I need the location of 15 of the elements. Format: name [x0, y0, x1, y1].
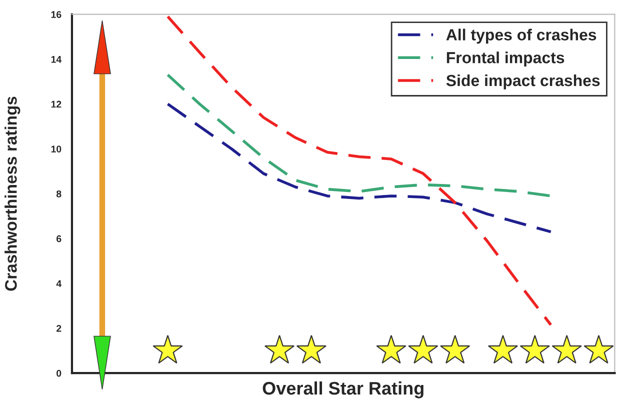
legend-label: Frontal impacts	[446, 52, 564, 66]
legend-label: Side impact crashes	[446, 74, 600, 90]
line-series	[166, 102, 552, 234]
y-tick-label: 6	[56, 235, 62, 242]
y-tick-label: 12	[51, 100, 62, 108]
y-tick-label: 2	[56, 324, 62, 332]
y-tick-label: 14	[51, 56, 62, 63]
x-axis-title: Overall Star Rating	[262, 381, 424, 398]
y-tick-label: 16	[51, 11, 62, 18]
y-tick-label: 4	[56, 280, 62, 287]
y-tick-label: 10	[51, 146, 62, 152]
y-tick-label: 8	[56, 190, 62, 198]
legend-label: All types of crashes	[446, 28, 596, 44]
y-axis-title: Crashworthiness ratings	[4, 96, 20, 291]
y-tick-label: 0	[56, 370, 62, 377]
